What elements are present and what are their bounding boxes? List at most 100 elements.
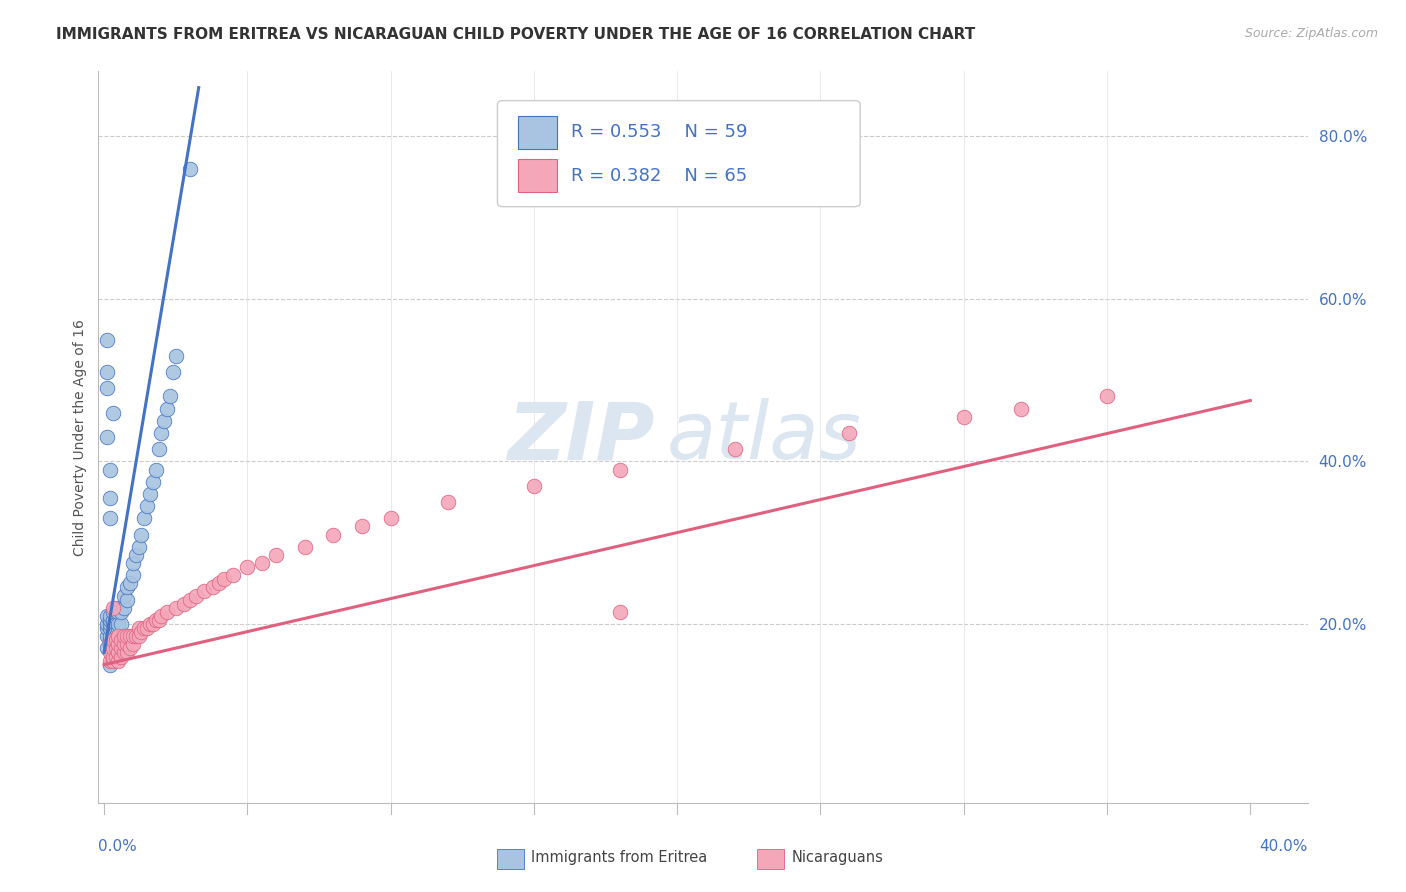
Point xyxy=(98,617,121,632)
Point xyxy=(134,621,156,635)
Point xyxy=(156,605,179,619)
Point xyxy=(107,617,129,632)
Point xyxy=(101,633,124,648)
Point xyxy=(112,589,135,603)
Point xyxy=(110,617,132,632)
Point xyxy=(98,637,121,651)
Point xyxy=(173,597,195,611)
Point xyxy=(136,621,159,635)
Point xyxy=(98,645,121,659)
Point xyxy=(98,637,121,651)
Point xyxy=(1095,389,1118,403)
Point xyxy=(134,511,156,525)
Point xyxy=(101,625,124,640)
Point xyxy=(162,365,184,379)
Text: ZIP: ZIP xyxy=(508,398,655,476)
Point xyxy=(139,617,162,632)
Y-axis label: Child Poverty Under the Age of 16: Child Poverty Under the Age of 16 xyxy=(73,318,87,556)
Point xyxy=(115,645,138,659)
Point xyxy=(98,629,121,643)
Point xyxy=(142,475,165,489)
Point xyxy=(101,633,124,648)
Point xyxy=(98,654,121,668)
Point xyxy=(96,381,118,395)
Point xyxy=(101,629,124,643)
Point xyxy=(115,637,138,651)
Point xyxy=(115,592,138,607)
Point xyxy=(179,161,201,176)
Point xyxy=(107,637,129,651)
Point xyxy=(952,409,974,424)
Point xyxy=(214,572,236,586)
Point xyxy=(179,592,201,607)
Point xyxy=(150,608,173,623)
Point xyxy=(156,401,179,416)
Point xyxy=(124,548,146,562)
Point xyxy=(142,617,165,632)
Point xyxy=(145,613,167,627)
Text: IMMIGRANTS FROM ERITREA VS NICARAGUAN CHILD POVERTY UNDER THE AGE OF 16 CORRELAT: IMMIGRANTS FROM ERITREA VS NICARAGUAN CH… xyxy=(56,27,976,42)
Point xyxy=(110,641,132,656)
Point xyxy=(121,629,143,643)
Point xyxy=(96,629,118,643)
Point xyxy=(250,556,273,570)
Point xyxy=(112,600,135,615)
FancyBboxPatch shape xyxy=(517,116,557,149)
Text: 40.0%: 40.0% xyxy=(1260,839,1308,855)
Point xyxy=(110,633,132,648)
Point xyxy=(104,600,127,615)
Point xyxy=(115,629,138,643)
Point xyxy=(139,487,162,501)
Point xyxy=(96,430,118,444)
Text: atlas: atlas xyxy=(666,398,862,476)
Point xyxy=(98,633,121,648)
Point xyxy=(121,637,143,651)
Point xyxy=(101,613,124,627)
Point xyxy=(118,576,141,591)
Point xyxy=(294,540,316,554)
Point xyxy=(609,605,631,619)
Point xyxy=(148,442,170,457)
Point xyxy=(838,425,860,440)
Point xyxy=(104,633,127,648)
Point xyxy=(104,641,127,656)
Point xyxy=(112,645,135,659)
Text: R = 0.553    N = 59: R = 0.553 N = 59 xyxy=(571,123,748,141)
Point xyxy=(112,637,135,651)
Text: Immigrants from Eritrea: Immigrants from Eritrea xyxy=(531,850,707,865)
Point xyxy=(98,608,121,623)
Point xyxy=(96,621,118,635)
FancyBboxPatch shape xyxy=(498,101,860,207)
Point xyxy=(264,548,287,562)
Point xyxy=(222,568,245,582)
Point xyxy=(98,657,121,672)
Point xyxy=(121,556,143,570)
Text: Nicaraguans: Nicaraguans xyxy=(792,850,883,865)
Text: 0.0%: 0.0% xyxy=(98,839,138,855)
Point xyxy=(107,605,129,619)
Point xyxy=(98,621,121,635)
Point xyxy=(101,641,124,656)
Point xyxy=(609,462,631,476)
Point xyxy=(153,414,176,428)
Point xyxy=(107,629,129,643)
Point xyxy=(101,605,124,619)
Point xyxy=(107,645,129,659)
Point xyxy=(98,491,121,505)
Point xyxy=(101,654,124,668)
Point xyxy=(1010,401,1032,416)
Point xyxy=(523,479,546,493)
Point xyxy=(96,365,118,379)
Point xyxy=(104,649,127,664)
Point xyxy=(104,621,127,635)
Point xyxy=(128,540,150,554)
Point xyxy=(131,625,153,640)
FancyBboxPatch shape xyxy=(498,849,524,870)
FancyBboxPatch shape xyxy=(517,160,557,193)
Point xyxy=(128,629,150,643)
Point xyxy=(96,617,118,632)
Point xyxy=(131,527,153,541)
Point xyxy=(136,499,159,513)
Point xyxy=(208,576,231,591)
Point xyxy=(98,511,121,525)
